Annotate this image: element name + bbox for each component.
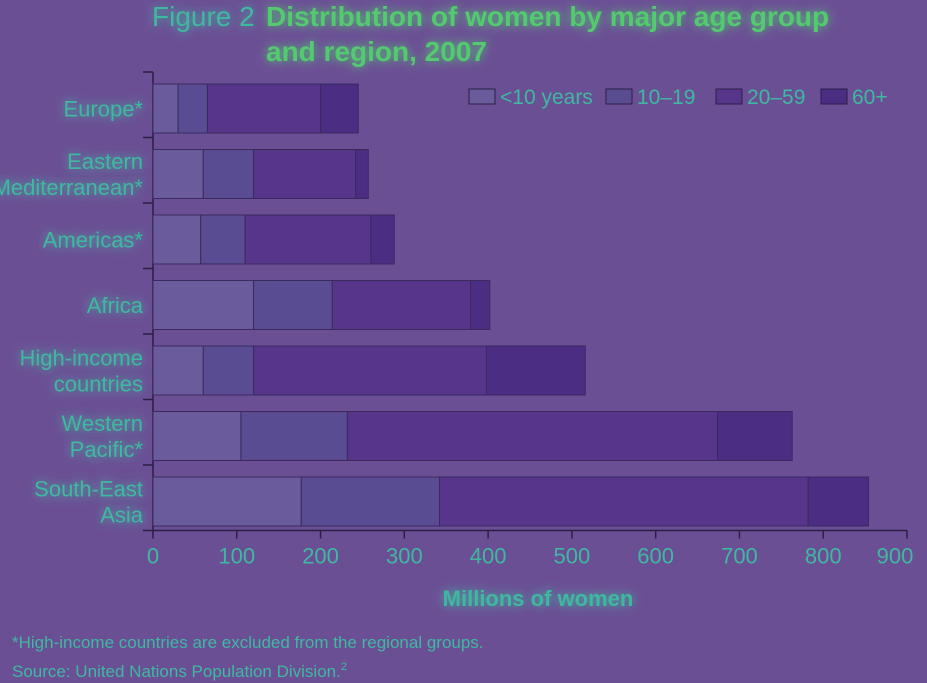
legend-swatch (468, 88, 496, 105)
source-note: Source: United Nations Population Divisi… (12, 661, 347, 681)
source-superscript: 2 (341, 661, 347, 673)
category-label: Mediterranean* (0, 175, 143, 200)
bar-segment (439, 476, 809, 527)
bar-segment (152, 214, 202, 265)
category-label: Asia (100, 503, 144, 528)
bar-segment (346, 411, 719, 461)
bar-segment (152, 411, 242, 461)
legend-label: 60+ (852, 86, 888, 109)
category-label: South-East (34, 477, 143, 502)
x-tick-label: 200 (302, 544, 339, 569)
x-tick-label: 500 (554, 544, 591, 569)
bar-segment (244, 214, 372, 265)
x-tick-label: 800 (805, 544, 842, 569)
chart-title-line2: and region, 2007 (266, 36, 487, 67)
bar-segment (370, 214, 395, 265)
legend-label: <10 years (500, 86, 593, 109)
category-label: Europe* (63, 97, 143, 122)
legend: <10 years 10–19 20–59 60+ (468, 86, 888, 109)
legend-swatch (715, 88, 743, 105)
x-tick-label: 700 (721, 544, 758, 569)
bar-segment (152, 345, 204, 396)
legend-swatch (820, 88, 848, 105)
bar-segment (152, 280, 255, 330)
category-label: countries (54, 372, 143, 397)
bar-segment (300, 476, 441, 527)
chart-title-group: Figure 2 Distribution of women by major … (152, 1, 829, 67)
bar-segment (485, 345, 586, 396)
x-tick-label: 100 (218, 544, 255, 569)
x-axis: 0 100 200 300 400 500 600 700 800 900 (147, 529, 914, 569)
footnote: *High-income countries are excluded from… (12, 633, 484, 652)
bar-segment (253, 149, 357, 199)
bar-segment (152, 149, 204, 199)
bar-segment (240, 411, 348, 461)
bar-segment (470, 280, 491, 330)
bar-segment (320, 83, 359, 134)
source-text: Source: United Nations Population Divisi… (12, 662, 341, 681)
category-label: Americas* (43, 228, 144, 253)
bar-segment (253, 345, 487, 396)
bar-segment (202, 345, 255, 396)
bar-segment (807, 476, 869, 527)
bar-segment (177, 83, 208, 134)
x-tick-label: 400 (470, 544, 507, 569)
x-tick-label: 900 (877, 544, 914, 569)
bar-segment (253, 280, 333, 330)
category-label: Africa (87, 293, 144, 318)
chart-title-line1: Distribution of women by major age group (266, 1, 829, 32)
category-label: Western (61, 411, 143, 436)
bar-segment (152, 476, 302, 527)
figure-number: Figure 2 (152, 1, 255, 32)
x-tick-label: 300 (386, 544, 423, 569)
legend-label: 10–19 (637, 86, 695, 109)
category-label: Eastern (67, 149, 143, 174)
category-label: Pacific* (70, 437, 144, 462)
bar-segment (202, 149, 255, 199)
x-tick-label: 0 (147, 544, 159, 569)
category-label: High-income (20, 346, 144, 371)
bar-segment (200, 214, 246, 265)
bar-segment (152, 83, 179, 134)
x-tick-label: 600 (637, 544, 674, 569)
bar-segment (717, 411, 793, 461)
bar-segment (355, 149, 369, 199)
x-axis-label: Millions of women (443, 586, 634, 611)
legend-label: 20–59 (747, 86, 805, 109)
legend-swatch (605, 88, 633, 105)
bar-segment (206, 83, 322, 134)
bar-segment (331, 280, 472, 330)
